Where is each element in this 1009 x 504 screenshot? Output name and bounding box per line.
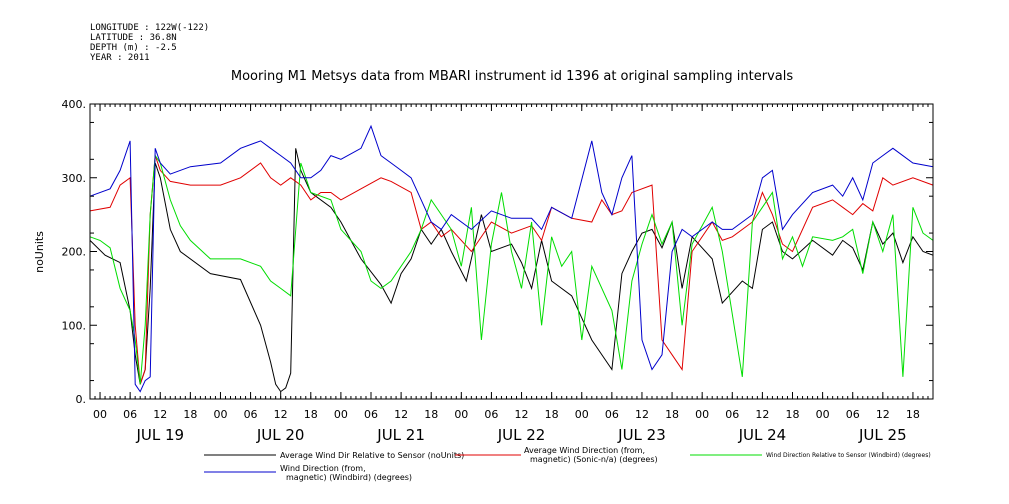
legend-label-red-2: magnetic) (Sonic-n/a) (degrees): [530, 455, 658, 464]
day-label: JUL 25: [858, 426, 907, 444]
x-tick-label: 18: [183, 408, 197, 421]
x-tick-label: 12: [635, 408, 649, 421]
day-label: JUL 20: [256, 426, 305, 444]
series-layer: [89, 124, 934, 393]
x-tick-label: 00: [454, 408, 468, 421]
series-line-3: [89, 124, 934, 393]
legend: Average Wind Dir Relative to Sensor (noU…: [204, 446, 931, 482]
x-tick-label: 06: [846, 408, 860, 421]
chart-title: Mooring M1 Metsys data from MBARI instru…: [231, 69, 793, 84]
x-tick-label: 18: [304, 408, 318, 421]
x-tick-label: 06: [484, 408, 498, 421]
y-tick-label: 100.: [62, 319, 87, 332]
x-tick-label: 00: [334, 408, 348, 421]
legend-label-red-1: Average Wind Direction (from,: [524, 446, 645, 455]
x-tick-label: 00: [575, 408, 589, 421]
legend-label-black: Average Wind Dir Relative to Sensor (noU…: [280, 451, 464, 460]
x-tick-label: 00: [93, 408, 107, 421]
longitude-label: LONGITUDE : 122W(-122): [90, 23, 209, 33]
y-tick-label: 200.: [62, 246, 87, 259]
day-label: JUL 24: [738, 426, 787, 444]
x-tick-label: 12: [755, 408, 769, 421]
series-line-0: [89, 148, 934, 393]
x-tick-label: 00: [213, 408, 227, 421]
y-tick-label: 300.: [62, 172, 87, 185]
day-label: JUL 23: [617, 426, 666, 444]
x-tick-label: 12: [274, 408, 288, 421]
series-line-2: [89, 154, 934, 385]
y-axis-label: noUnits: [33, 231, 46, 273]
x-tick-label: 00: [816, 408, 830, 421]
legend-label-green: Wind Direction Relative to Sensor (Windb…: [766, 452, 931, 459]
x-tick-label: 12: [876, 408, 890, 421]
x-tick-label: 18: [545, 408, 559, 421]
day-label: JUL 21: [376, 426, 425, 444]
x-tick-label: 06: [123, 408, 137, 421]
x-tick-label: 06: [725, 408, 739, 421]
y-tick-label: 0.: [76, 393, 87, 406]
year-label: YEAR : 2011: [90, 53, 150, 63]
x-tick-label: 06: [244, 408, 258, 421]
x-tick-label: 06: [605, 408, 619, 421]
x-tick-label: 00: [695, 408, 709, 421]
depth-label: DEPTH (m) : -2.5: [90, 43, 177, 53]
x-tick-label: 18: [665, 408, 679, 421]
x-tick-label: 18: [424, 408, 438, 421]
legend-label-blue-1: Wind Direction (from,: [280, 464, 366, 473]
x-tick-label: 18: [906, 408, 920, 421]
legend-label-blue-2: magnetic) (Windbird) (degrees): [286, 473, 412, 482]
latitude-label: LATITUDE : 36.8N: [90, 33, 177, 43]
day-label: JUL 22: [497, 426, 546, 444]
x-tick-label: 18: [786, 408, 800, 421]
x-tick-label: 12: [153, 408, 167, 421]
x-tick-label: 12: [515, 408, 529, 421]
series-line-1: [89, 155, 934, 385]
day-label: JUL 19: [135, 426, 184, 444]
x-tick-label: 12: [394, 408, 408, 421]
axes-layer: 0. 100. 200. 300. 400. 00 06 12 18 00 06 12 18 00 06 12…: [62, 98, 934, 444]
x-tick-label: 06: [364, 408, 378, 421]
y-tick-label: 400.: [62, 98, 87, 111]
